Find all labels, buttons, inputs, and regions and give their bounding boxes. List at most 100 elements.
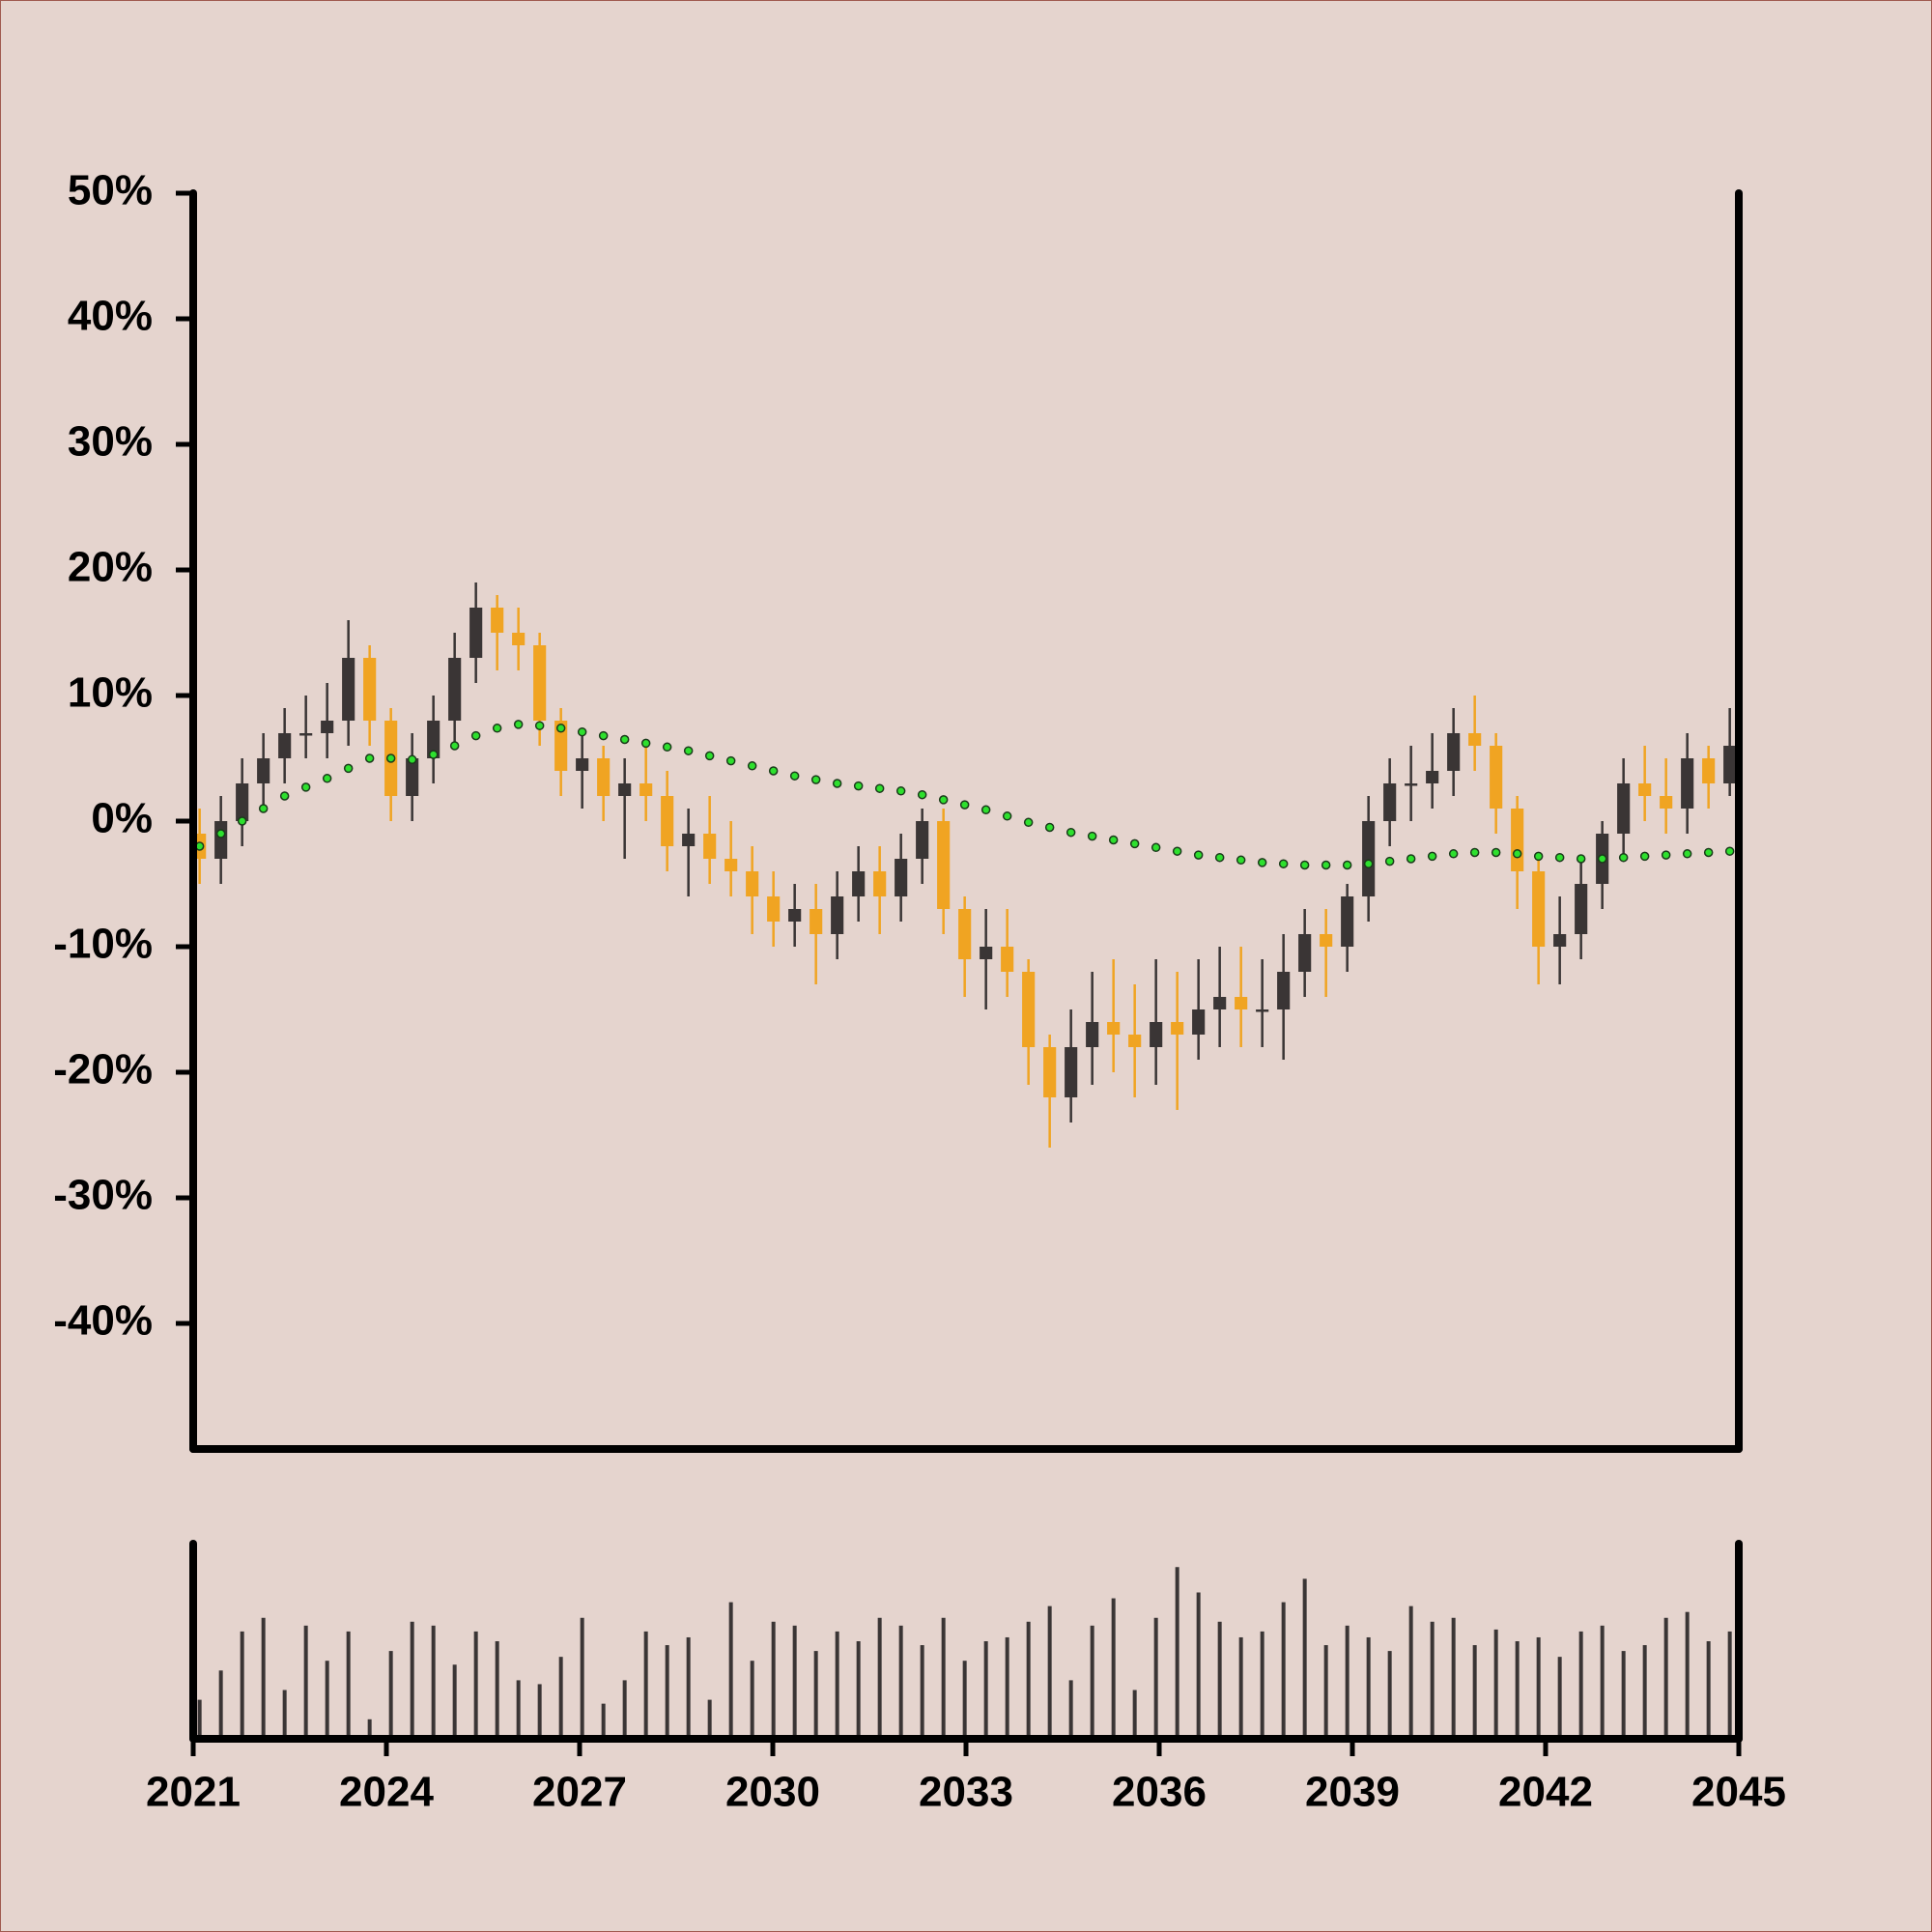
- ma-dot: [385, 753, 396, 763]
- ma-dot: [1597, 854, 1607, 864]
- y-tick-label: -20%: [53, 1046, 153, 1094]
- candle-body: [916, 821, 929, 859]
- candle-body: [767, 896, 781, 922]
- candle-body: [1298, 934, 1312, 972]
- candle-body: [661, 796, 674, 846]
- ma-dot: [1299, 860, 1310, 870]
- y-tick-label: 20%: [68, 544, 153, 591]
- ma-dot: [1427, 851, 1437, 862]
- volume-bar: [1281, 1602, 1286, 1739]
- ma-dot: [874, 783, 885, 793]
- volume-bar: [580, 1617, 584, 1739]
- ma-dot: [343, 763, 354, 774]
- volume-bar: [240, 1631, 244, 1739]
- ma-dot: [534, 721, 545, 730]
- ma-dot: [1682, 849, 1692, 859]
- volume-bar: [367, 1719, 372, 1739]
- volume-bar: [622, 1680, 627, 1739]
- ma-dot: [1512, 849, 1522, 859]
- ma-dot: [300, 782, 311, 792]
- ma-dot: [895, 786, 906, 796]
- ma-dot: [917, 789, 927, 800]
- ma-dot: [1172, 846, 1182, 856]
- candle-body: [1235, 997, 1248, 1009]
- candle-body: [1362, 821, 1376, 896]
- candle-body: [724, 859, 738, 871]
- ma-dot: [322, 774, 332, 783]
- candle-body: [576, 758, 589, 771]
- ma-dot: [1044, 822, 1055, 833]
- y-tick-label: 0%: [91, 795, 153, 842]
- candle-body: [278, 733, 292, 758]
- candle-body: [1405, 783, 1418, 786]
- ma-dot: [1257, 858, 1267, 867]
- candle-body: [533, 645, 547, 721]
- x-tick-label: 2039: [1305, 1769, 1400, 1816]
- candle-body: [788, 909, 802, 922]
- y-tick-label: -10%: [53, 921, 153, 968]
- ma-dot: [258, 804, 269, 813]
- ma-dot: [279, 791, 290, 801]
- volume-bar: [1323, 1645, 1328, 1739]
- candle-body: [1468, 733, 1482, 746]
- candle-body: [1617, 783, 1631, 834]
- ma-dot: [1108, 835, 1119, 845]
- volume-bar: [1387, 1651, 1392, 1739]
- volume-bar: [1153, 1617, 1158, 1739]
- candle-body: [491, 608, 504, 633]
- volume-bar: [303, 1625, 308, 1739]
- ma-dot: [810, 775, 821, 784]
- volume-bar: [282, 1690, 287, 1739]
- candle-body: [427, 721, 440, 758]
- volume-bar: [1727, 1631, 1732, 1739]
- volume-bar: [1111, 1598, 1116, 1739]
- volume-bar: [1663, 1617, 1668, 1739]
- candle-body: [1192, 1009, 1206, 1035]
- candle-body: [1171, 1022, 1184, 1035]
- ma-dot: [640, 738, 651, 749]
- y-tick-label: 40%: [68, 293, 153, 340]
- candle-body: [639, 783, 653, 796]
- candle-body: [257, 758, 270, 783]
- ma-dot: [1384, 856, 1395, 867]
- volume-bar: [1260, 1631, 1264, 1739]
- volume-bar: [898, 1625, 903, 1739]
- volume-bar: [1005, 1636, 1009, 1739]
- ma-dot: [704, 751, 715, 761]
- candle-body: [980, 947, 993, 959]
- volume-bar: [1366, 1636, 1371, 1739]
- candle-body: [1107, 1022, 1121, 1035]
- candle-body: [214, 821, 228, 859]
- volume-bar: [1068, 1680, 1073, 1739]
- candle-body: [469, 608, 483, 658]
- volume-bar: [410, 1621, 414, 1739]
- volume-bar: [261, 1617, 266, 1739]
- x-tick-label: 2027: [532, 1769, 627, 1816]
- volume-bar: [1536, 1636, 1541, 1739]
- ma-dot: [619, 734, 630, 745]
- volume-bar: [1345, 1625, 1350, 1739]
- candle-body: [1150, 1022, 1163, 1047]
- volume-bar: [962, 1661, 967, 1739]
- ma-dot: [1151, 842, 1161, 853]
- candle-body: [1447, 733, 1461, 771]
- ma-dot: [237, 816, 247, 826]
- y-tick-label: 10%: [68, 669, 153, 717]
- y-tick-label: -30%: [53, 1172, 153, 1219]
- candle-body: [1001, 947, 1014, 972]
- ma-dot: [449, 741, 460, 751]
- volume-bar: [1302, 1578, 1307, 1739]
- ma-dot: [1724, 846, 1735, 856]
- ma-dot: [1214, 852, 1225, 863]
- ma-dot: [1448, 849, 1459, 859]
- x-tick-label: 2042: [1498, 1769, 1593, 1816]
- volume-bar: [1047, 1605, 1052, 1739]
- candle-body: [554, 721, 568, 771]
- volume-bar: [1493, 1629, 1498, 1739]
- volume-bar: [1685, 1611, 1690, 1739]
- x-tick-label: 2033: [919, 1769, 1013, 1816]
- ma-dot: [959, 800, 970, 810]
- ma-dot: [428, 750, 439, 759]
- ma-dot: [1002, 811, 1012, 821]
